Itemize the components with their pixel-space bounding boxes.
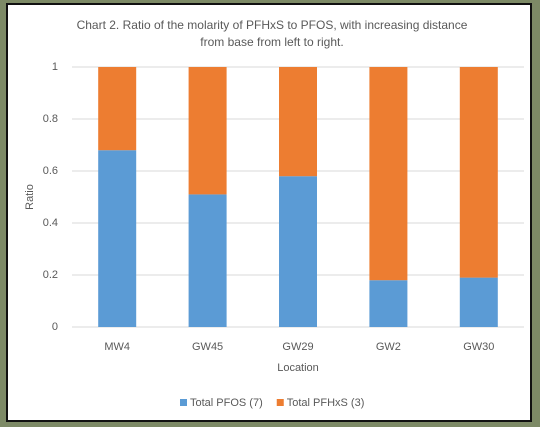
y-axis-label: Ratio bbox=[24, 184, 36, 210]
x-tick-label: GW30 bbox=[463, 341, 494, 353]
bar-segment bbox=[189, 67, 227, 194]
x-tick-label: GW45 bbox=[192, 341, 223, 353]
legend-swatch bbox=[277, 399, 284, 406]
bar-segment bbox=[460, 278, 498, 327]
chart: Chart 2. Ratio of the molarity of PFHxS … bbox=[0, 0, 540, 427]
x-tick-label: GW29 bbox=[282, 341, 313, 353]
bar-segment bbox=[460, 67, 498, 278]
bar-segment bbox=[369, 67, 407, 280]
y-tick-label: 0.2 bbox=[43, 269, 58, 281]
y-tick-label: 0 bbox=[52, 321, 58, 333]
page: Chart 2. Ratio of the molarity of PFHxS … bbox=[0, 0, 540, 427]
y-tick-label: 0.8 bbox=[43, 113, 58, 125]
y-tick-label: 0.6 bbox=[43, 165, 58, 177]
bar-segment bbox=[279, 67, 317, 176]
chart-title: Chart 2. Ratio of the molarity of PFHxS … bbox=[77, 18, 468, 32]
x-tick-label: GW2 bbox=[376, 341, 401, 353]
bar-segment bbox=[98, 150, 136, 327]
bar-segment bbox=[98, 67, 136, 150]
legend-label: Total PFHxS (3) bbox=[287, 397, 365, 409]
x-axis-label: Location bbox=[277, 362, 319, 374]
legend-label: Total PFOS (7) bbox=[190, 397, 263, 409]
y-tick-label: 0.4 bbox=[43, 217, 58, 229]
chart-title: from base from left to right. bbox=[200, 35, 343, 49]
x-tick-label: MW4 bbox=[104, 341, 130, 353]
bar-segment bbox=[279, 176, 317, 327]
legend-swatch bbox=[180, 399, 187, 406]
y-tick-label: 1 bbox=[52, 61, 58, 73]
bar-segment bbox=[369, 280, 407, 327]
bar-segment bbox=[189, 194, 227, 327]
